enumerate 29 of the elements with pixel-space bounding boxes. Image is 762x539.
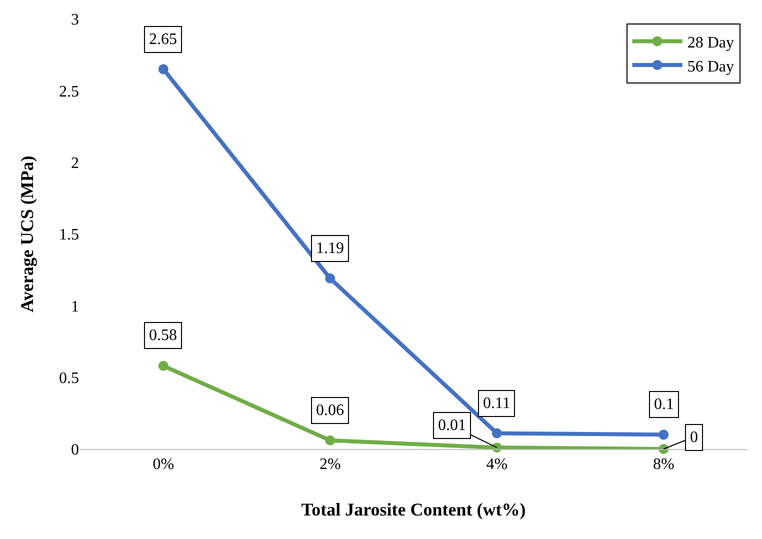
point — [492, 428, 502, 438]
x-tick-label: 4% — [486, 456, 508, 474]
y-axis-title: Average UCS (MPa) — [17, 156, 38, 312]
point — [158, 64, 168, 74]
x-tick-label: 2% — [319, 456, 341, 474]
data-label: 0.01 — [438, 417, 466, 434]
legend-label: 28 Day — [687, 34, 734, 52]
data-label: 0.06 — [316, 402, 344, 419]
point — [158, 360, 168, 371]
data-label: 1.19 — [316, 240, 344, 257]
data-label: 0.58 — [149, 327, 177, 344]
y-tick-label: 0 — [71, 442, 79, 459]
data-label: 0.11 — [483, 395, 510, 412]
point — [658, 430, 669, 440]
point — [325, 273, 336, 284]
x-axis-title: Total Jarosite Content (wt%) — [301, 499, 526, 520]
y-tick-label: 3 — [71, 12, 79, 29]
point — [325, 435, 336, 446]
legend-label: 56 Day — [687, 58, 734, 76]
y-tick-label: 1 — [71, 298, 79, 316]
y-tick-label: 2.5 — [59, 83, 79, 100]
y-tick-label: 2 — [71, 154, 79, 172]
data-label: 0 — [690, 429, 698, 446]
y-tick-label: 1.5 — [59, 226, 79, 244]
x-tick-label: 8% — [652, 456, 674, 474]
data-label: 2.65 — [149, 31, 177, 48]
x-tick-label: 0% — [152, 456, 174, 474]
y-tick-label: 0.5 — [59, 370, 79, 387]
data-label: 0.1 — [654, 396, 674, 413]
